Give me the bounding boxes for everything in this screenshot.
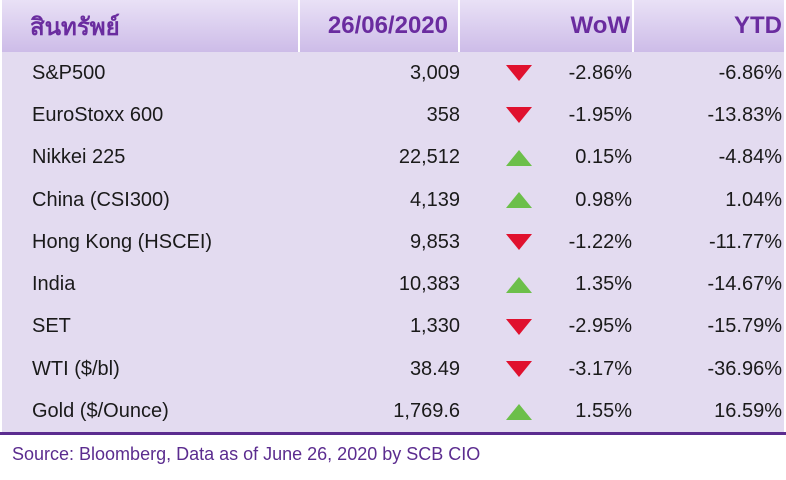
wow-cell: 0.15% (460, 146, 634, 169)
wow-value: 0.98% (575, 188, 632, 211)
header-wow: WoW (460, 0, 634, 52)
ytd-value: -11.77% (708, 230, 782, 253)
ytd-value: -15.79% (707, 315, 783, 338)
table-row: SET 1,330 -2.95% -15.79% (2, 306, 784, 348)
asset-name: EuroStoxx 600 (32, 103, 164, 126)
wow-value: -1.95% (568, 103, 632, 126)
table-header: สินทรัพย์ 26/06/2020 WoW YTD (2, 0, 784, 52)
table-row: China (CSI300) 4,139 0.98% 1.04% (2, 179, 784, 221)
down-triangle-icon (506, 107, 532, 124)
table-row: Nikkei 225 22,512 0.15% -4.84% (2, 137, 784, 179)
asset-value: 10,383 (398, 273, 460, 296)
wow-value: 0.15% (575, 146, 632, 169)
header-asset: สินทรัพย์ (2, 0, 300, 52)
down-triangle-icon (506, 234, 532, 251)
table-body: S&P500 3,009 -2.86% -6.86% EuroStoxx 600 358 -… (2, 52, 784, 433)
market-table: สินทรัพย์ 26/06/2020 WoW YTD S&P500 3,009… (2, 0, 784, 433)
asset-name: Hong Kong (HSCEI) (32, 230, 213, 253)
table-row: EuroStoxx 600 358 -1.95% -13.83% (2, 94, 784, 136)
source-note: Source: Bloomberg, Data as of June 26, 2… (12, 444, 481, 464)
asset-name: Gold ($/Ounce) (32, 400, 169, 423)
asset-value: 9,853 (409, 230, 460, 253)
table-row: India 10,383 1.35% -14.67% (2, 263, 784, 305)
wow-value: -1.22% (568, 230, 632, 253)
table-row: Hong Kong (HSCEI) 9,853 -1.22% -11.77% (2, 221, 784, 263)
wow-cell: -2.86% (460, 62, 634, 85)
asset-name: India (32, 273, 76, 296)
down-triangle-icon (506, 65, 532, 82)
asset-value: 1,330 (409, 315, 460, 338)
wow-cell: 0.98% (460, 189, 634, 212)
up-triangle-icon (506, 149, 532, 166)
asset-value: 4,139 (409, 188, 460, 211)
table-row: S&P500 3,009 -2.86% -6.86% (2, 52, 784, 94)
ytd-value: -6.86% (718, 61, 782, 84)
ytd-value: 1.04% (725, 188, 782, 211)
header-date: 26/06/2020 (300, 0, 460, 52)
wow-cell: -1.95% (460, 104, 634, 127)
wow-cell: -2.95% (460, 315, 634, 338)
asset-value: 22,512 (398, 146, 460, 169)
up-triangle-icon (506, 276, 532, 293)
asset-value: 3,009 (409, 61, 460, 84)
wow-cell: -1.22% (460, 231, 634, 254)
asset-name: Nikkei 225 (32, 146, 126, 169)
header-ytd: YTD (734, 12, 782, 39)
ytd-value: -4.84% (718, 146, 782, 169)
asset-name: China (CSI300) (32, 188, 170, 211)
asset-value: 358 (426, 103, 460, 126)
asset-value: 1,769.6 (393, 400, 460, 423)
divider-line (0, 432, 786, 435)
ytd-value: 16.59% (714, 400, 782, 423)
asset-name: SET (32, 315, 71, 338)
wow-value: -2.86% (568, 61, 632, 84)
wow-value: -2.95% (568, 315, 632, 338)
ytd-value: -36.96% (707, 357, 783, 380)
wow-cell: 1.55% (460, 400, 634, 423)
asset-value: 38.49 (409, 357, 460, 380)
wow-value: -3.17% (568, 357, 632, 380)
asset-name: WTI ($/bl) (32, 357, 120, 380)
wow-cell: 1.35% (460, 273, 634, 296)
ytd-value: -14.67% (707, 273, 783, 296)
wow-value: 1.55% (575, 400, 632, 423)
ytd-value: -13.83% (707, 103, 783, 126)
down-triangle-icon (506, 361, 532, 378)
wow-cell: -3.17% (460, 358, 634, 381)
table-row: WTI ($/bl) 38.49 -3.17% -36.96% (2, 348, 784, 390)
table-row: Gold ($/Ounce) 1,769.6 1.55% 16.59% (2, 390, 784, 432)
wow-value: 1.35% (575, 273, 632, 296)
up-triangle-icon (506, 403, 532, 420)
down-triangle-icon (506, 318, 532, 335)
asset-name: S&P500 (32, 61, 106, 84)
up-triangle-icon (506, 192, 532, 209)
